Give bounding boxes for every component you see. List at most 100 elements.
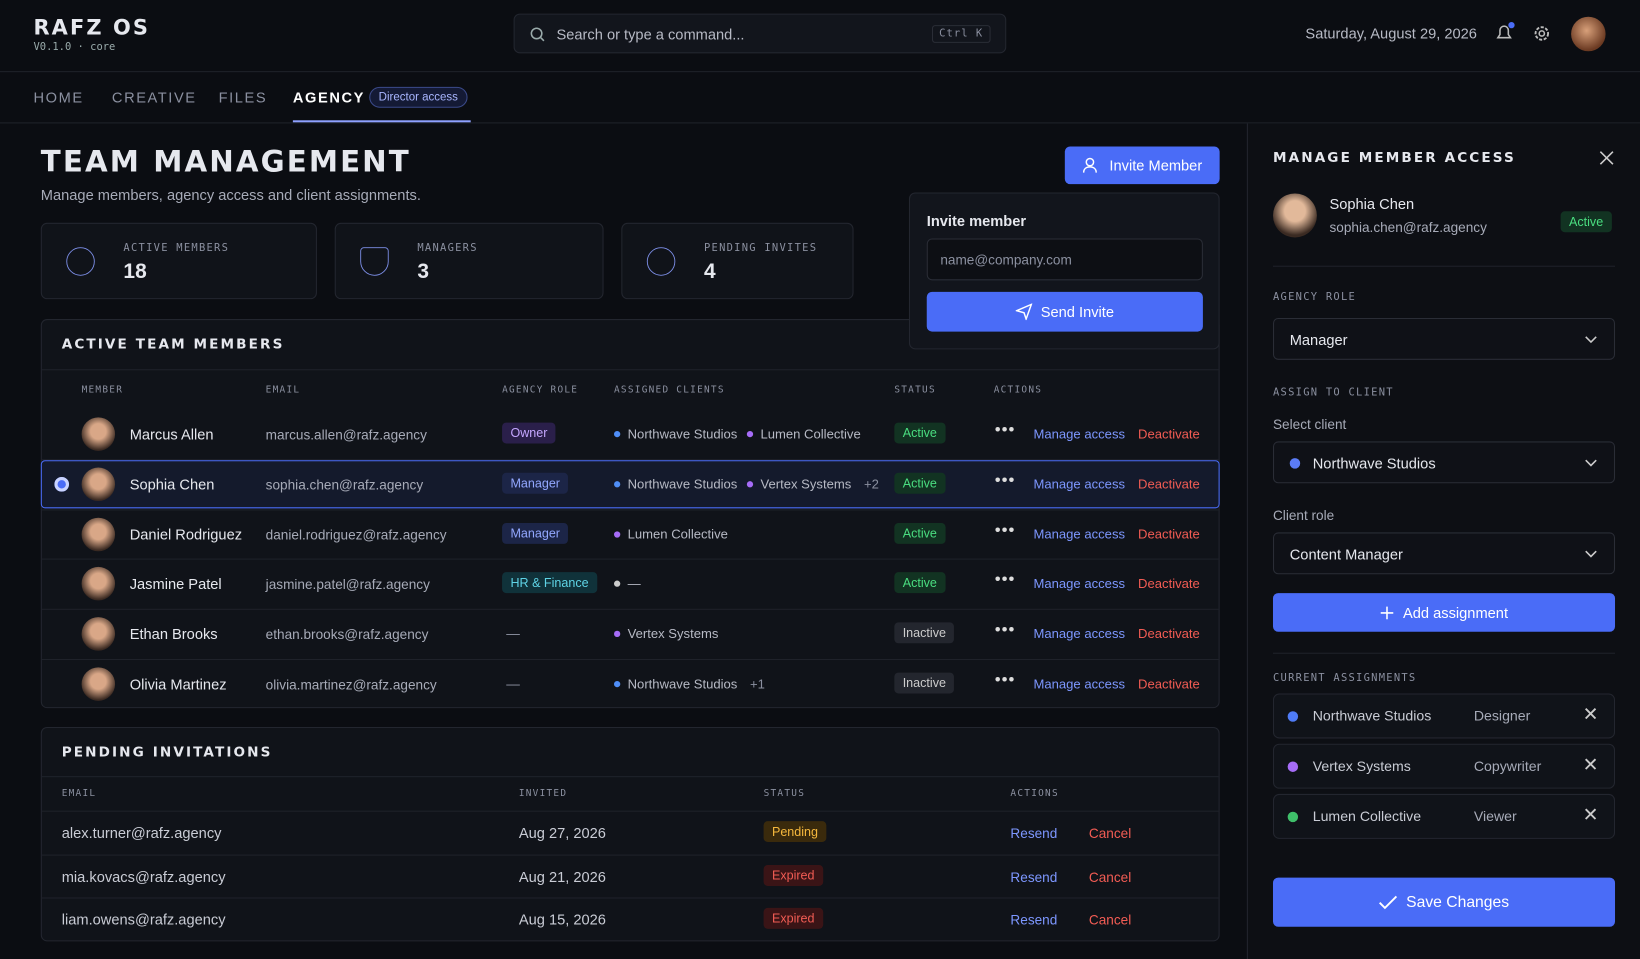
- deactivate[interactable]: Deactivate: [1138, 626, 1200, 642]
- invite-email: mia.kovacs@rafz.agency: [61, 867, 226, 885]
- client: Lumen Collective: [627, 526, 728, 542]
- member-email: daniel.rodriguez@rafz.agency: [265, 526, 447, 543]
- section-title: PENDING INVITATIONS: [61, 744, 273, 761]
- remove-assignment[interactable]: ✕: [1582, 804, 1599, 826]
- member-name: Daniel Rodriguez: [129, 525, 243, 543]
- bell-icon[interactable]: [1494, 21, 1517, 44]
- select-value: Manager: [1289, 331, 1348, 349]
- deactivate[interactable]: Deactivate: [1138, 426, 1200, 442]
- cancel[interactable]: Cancel: [1088, 912, 1132, 929]
- search-box[interactable]: Search or type a command... Ctrl K: [513, 13, 1007, 54]
- remove-assignment[interactable]: ✕: [1582, 754, 1599, 776]
- avatar: [81, 467, 116, 501]
- deactivate[interactable]: Deactivate: [1138, 526, 1200, 542]
- member-name: Olivia Martinez: [129, 675, 227, 693]
- send-invite-button[interactable]: Send Invite: [926, 291, 1203, 332]
- deactivate[interactable]: Deactivate: [1138, 676, 1200, 692]
- stat-icon: [66, 247, 95, 276]
- role: —: [506, 675, 520, 692]
- row-radio[interactable]: [54, 476, 70, 492]
- more-actions[interactable]: •••: [994, 571, 1016, 590]
- manage-access[interactable]: Manage access: [1033, 426, 1126, 442]
- client-select[interactable]: Northwave Studios: [1272, 441, 1616, 484]
- save-button[interactable]: Save Changes: [1272, 877, 1616, 927]
- more-actions[interactable]: •••: [994, 671, 1016, 690]
- client-dot: [614, 580, 621, 588]
- cancel[interactable]: Cancel: [1088, 825, 1132, 841]
- settings-icon[interactable]: [1532, 24, 1551, 43]
- role: Manager: [502, 522, 569, 544]
- invite-status: Pending: [763, 821, 827, 843]
- invite-email: liam.owens@rafz.agency: [61, 911, 226, 929]
- manage-access[interactable]: Manage access: [1033, 626, 1126, 642]
- stat-value: 3: [417, 260, 429, 284]
- client: Northwave Studios: [627, 426, 738, 442]
- nav-item[interactable]: CREATIVE: [111, 88, 197, 106]
- client-dot: [1289, 458, 1301, 469]
- column-header: STATUS: [894, 384, 936, 396]
- divider: [0, 71, 1640, 73]
- row-divider: [41, 658, 1219, 661]
- status: Active: [894, 522, 946, 544]
- send-invite-label: Send Invite: [1040, 303, 1115, 321]
- manage-access[interactable]: Manage access: [1033, 476, 1126, 492]
- invite-button[interactable]: Invite Member: [1064, 146, 1220, 185]
- invited-date: Aug 15, 2026: [518, 911, 606, 929]
- row-selected: [40, 460, 1220, 509]
- column-header: EMAIL: [265, 384, 301, 396]
- assignment-dot: [1287, 811, 1299, 823]
- invite-status: Expired: [763, 864, 823, 886]
- nav-badge: Director access: [369, 86, 468, 108]
- email-input[interactable]: name@company.com: [926, 238, 1203, 281]
- resend[interactable]: Resend: [1010, 825, 1058, 841]
- client: Vertex Systems: [627, 626, 719, 642]
- manage-access[interactable]: Manage access: [1033, 576, 1126, 592]
- nav-item[interactable]: FILES: [218, 88, 268, 106]
- more-actions[interactable]: •••: [994, 421, 1016, 440]
- column-header: STATUS: [763, 788, 806, 800]
- column-header: EMAIL: [61, 788, 97, 800]
- resend[interactable]: Resend: [1010, 868, 1058, 885]
- client-role-select[interactable]: Content Manager: [1272, 532, 1616, 575]
- field-label: Select client: [1272, 416, 1347, 432]
- nav-item[interactable]: HOME: [33, 88, 84, 106]
- more-actions[interactable]: •••: [994, 621, 1016, 640]
- date: Saturday, August 29, 2026: [1305, 25, 1477, 42]
- client-dot: [614, 480, 621, 488]
- more-actions[interactable]: •••: [994, 521, 1016, 540]
- input-placeholder: name@company.com: [940, 252, 1072, 268]
- brand: RAFZ OS: [33, 14, 151, 40]
- resend[interactable]: Resend: [1010, 912, 1058, 929]
- plus-icon: [1381, 606, 1394, 619]
- assignment-role: Viewer: [1473, 808, 1517, 825]
- cancel[interactable]: Cancel: [1088, 868, 1132, 885]
- assignment-card: [1272, 693, 1616, 739]
- client-dot: [614, 530, 621, 538]
- search-icon: [530, 27, 545, 42]
- member-status: Active: [1560, 211, 1612, 233]
- remove-assignment[interactable]: ✕: [1582, 703, 1599, 725]
- add-assignment-button[interactable]: Add assignment: [1272, 593, 1616, 632]
- more-actions[interactable]: •••: [994, 471, 1016, 490]
- user-icon: [1082, 157, 1097, 173]
- assignment-card: [1272, 743, 1616, 789]
- avatar: [81, 667, 116, 701]
- role: Owner: [502, 422, 556, 444]
- manage-access[interactable]: Manage access: [1033, 526, 1126, 542]
- agency-role-select[interactable]: Manager: [1272, 317, 1616, 360]
- member-name: Ethan Brooks: [129, 625, 218, 643]
- invite-popover: Invite member name@company.com Send Invi…: [908, 192, 1220, 350]
- deactivate[interactable]: Deactivate: [1138, 576, 1200, 592]
- close-icon[interactable]: [1599, 151, 1614, 166]
- client-more: +1: [749, 676, 765, 692]
- row-divider: [41, 854, 1219, 856]
- assignment-role: Designer: [1473, 708, 1531, 724]
- add-assignment-label: Add assignment: [1402, 604, 1509, 621]
- user-avatar[interactable]: [1571, 16, 1606, 52]
- deactivate[interactable]: Deactivate: [1138, 476, 1200, 492]
- members-card: [40, 319, 1220, 709]
- nav-item[interactable]: AGENCY: [292, 88, 365, 106]
- manage-access[interactable]: Manage access: [1033, 676, 1126, 692]
- client: Northwave Studios: [627, 676, 738, 692]
- member-email: jasmine.patel@rafz.agency: [265, 576, 430, 593]
